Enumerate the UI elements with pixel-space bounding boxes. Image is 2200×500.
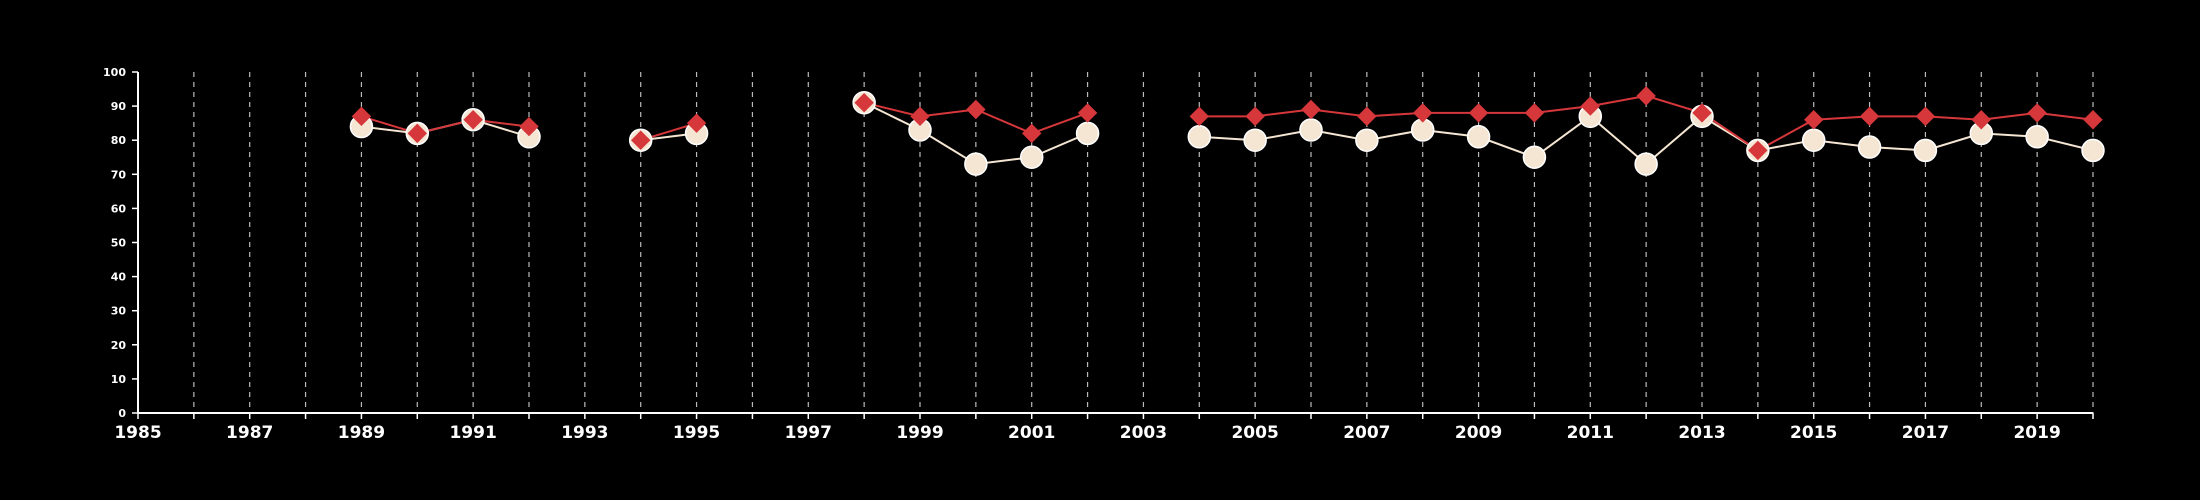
diamond-point-2015 — [1804, 110, 1824, 130]
x-tick-label-2003: 2003 — [1120, 423, 1167, 443]
diamond-point-1995 — [686, 113, 707, 133]
diamond-point-1999 — [910, 106, 930, 127]
diamond-point-1991 — [463, 110, 483, 130]
x-tick-label-2011: 2011 — [1567, 423, 1614, 443]
diamond-point-2006 — [1301, 99, 1321, 120]
circle-point-2007 — [1355, 128, 1379, 152]
diamond-point-2011 — [1580, 96, 1600, 116]
diamond-point-1994 — [631, 130, 651, 150]
diamond-point-2010 — [1524, 103, 1545, 123]
y-tick-label-100: 100 — [103, 66, 126, 79]
circle-point-2006 — [1299, 118, 1323, 142]
diamond-point-2016 — [1859, 106, 1880, 127]
diamond-point-2007 — [1357, 106, 1377, 127]
circle-point-2012 — [1634, 152, 1658, 176]
diamond-point-2012 — [1636, 86, 1656, 106]
diamond-point-1992 — [519, 116, 539, 137]
diamond-point-2013 — [1692, 103, 1712, 123]
x-tick-label-2009: 2009 — [1455, 423, 1502, 443]
diamond-point-2002 — [1077, 103, 1098, 123]
x-tick-label-2017: 2017 — [1902, 423, 1949, 443]
circle-point-2017 — [1913, 138, 1938, 163]
diamond-point-2020 — [2083, 110, 2103, 130]
circle-point-2020 — [2081, 138, 2105, 163]
diamond-point-2014 — [1748, 140, 1768, 161]
series-lines — [361, 94, 2094, 166]
diamond-point-1998 — [854, 92, 874, 113]
series-markers — [349, 86, 2105, 176]
diamond-point-2017 — [1915, 106, 1936, 127]
circle-point-2004 — [1187, 125, 1212, 149]
circle-point-2016 — [1857, 135, 1882, 159]
vertical-gridlines — [193, 72, 2094, 413]
diamond-point-2004 — [1189, 106, 1209, 127]
x-tick-label-2007: 2007 — [1343, 423, 1390, 443]
y-tick-label-80: 80 — [111, 134, 127, 147]
y-tick-label-70: 70 — [111, 168, 127, 181]
circle-point-2000 — [964, 152, 988, 176]
x-tick-label-2013: 2013 — [1678, 423, 1725, 443]
y-tick-label-50: 50 — [111, 237, 127, 250]
x-tick-label-1993: 1993 — [561, 423, 608, 443]
y-tick-label-40: 40 — [111, 271, 127, 284]
diamond-point-2001 — [1022, 123, 1042, 144]
x-tick-label-1997: 1997 — [785, 423, 832, 443]
x-tick-label-1995: 1995 — [673, 423, 720, 443]
y-tick-label-30: 30 — [111, 305, 127, 318]
y-tick-label-20: 20 — [111, 339, 127, 352]
diamond-point-2005 — [1245, 106, 1265, 127]
diamond-point-2000 — [966, 99, 986, 120]
x-tick-label-1991: 1991 — [449, 423, 496, 443]
y-axis-ticks: 0 10 20 30 40 50 60 70 80 90 100 — [103, 66, 138, 420]
circle-point-2001 — [1019, 145, 1044, 169]
circle-point-2019 — [2025, 125, 2049, 149]
x-tick-label-1987: 1987 — [226, 423, 273, 443]
y-tick-label-10: 10 — [111, 373, 127, 386]
circle-point-2010 — [1522, 145, 1547, 169]
diamond-point-1989 — [351, 106, 372, 127]
circle-point-2009 — [1466, 125, 1491, 149]
y-tick-label-90: 90 — [111, 100, 127, 113]
circle-point-2015 — [1801, 128, 1826, 152]
x-tick-label-1985: 1985 — [114, 423, 161, 443]
x-axis-ticks: 1985 1987 1989 1991 1993 1995 1997 1999 2001 2003… — [114, 413, 2094, 443]
y-tick-label-0: 0 — [118, 407, 126, 420]
series-1-line-segment-0 — [361, 115, 530, 135]
x-tick-label-2001: 2001 — [1008, 423, 1055, 443]
diamond-point-2009 — [1468, 103, 1489, 123]
axes — [137, 72, 2093, 414]
x-tick-label-1999: 1999 — [896, 423, 943, 443]
x-tick-label-2015: 2015 — [1790, 423, 1837, 443]
circle-point-2005 — [1243, 128, 1267, 152]
diamond-point-1990 — [407, 123, 427, 144]
x-tick-label-2005: 2005 — [1231, 423, 1278, 443]
diamond-point-2018 — [1971, 110, 1991, 130]
x-tick-label-2019: 2019 — [2013, 423, 2060, 443]
x-tick-label-1989: 1989 — [338, 423, 385, 443]
diamond-point-2019 — [2027, 103, 2047, 123]
series-0-line-segment-0 — [361, 118, 530, 138]
circle-point-2002 — [1075, 121, 1100, 146]
y-tick-label-60: 60 — [111, 202, 127, 215]
diamond-point-2008 — [1413, 103, 1433, 123]
